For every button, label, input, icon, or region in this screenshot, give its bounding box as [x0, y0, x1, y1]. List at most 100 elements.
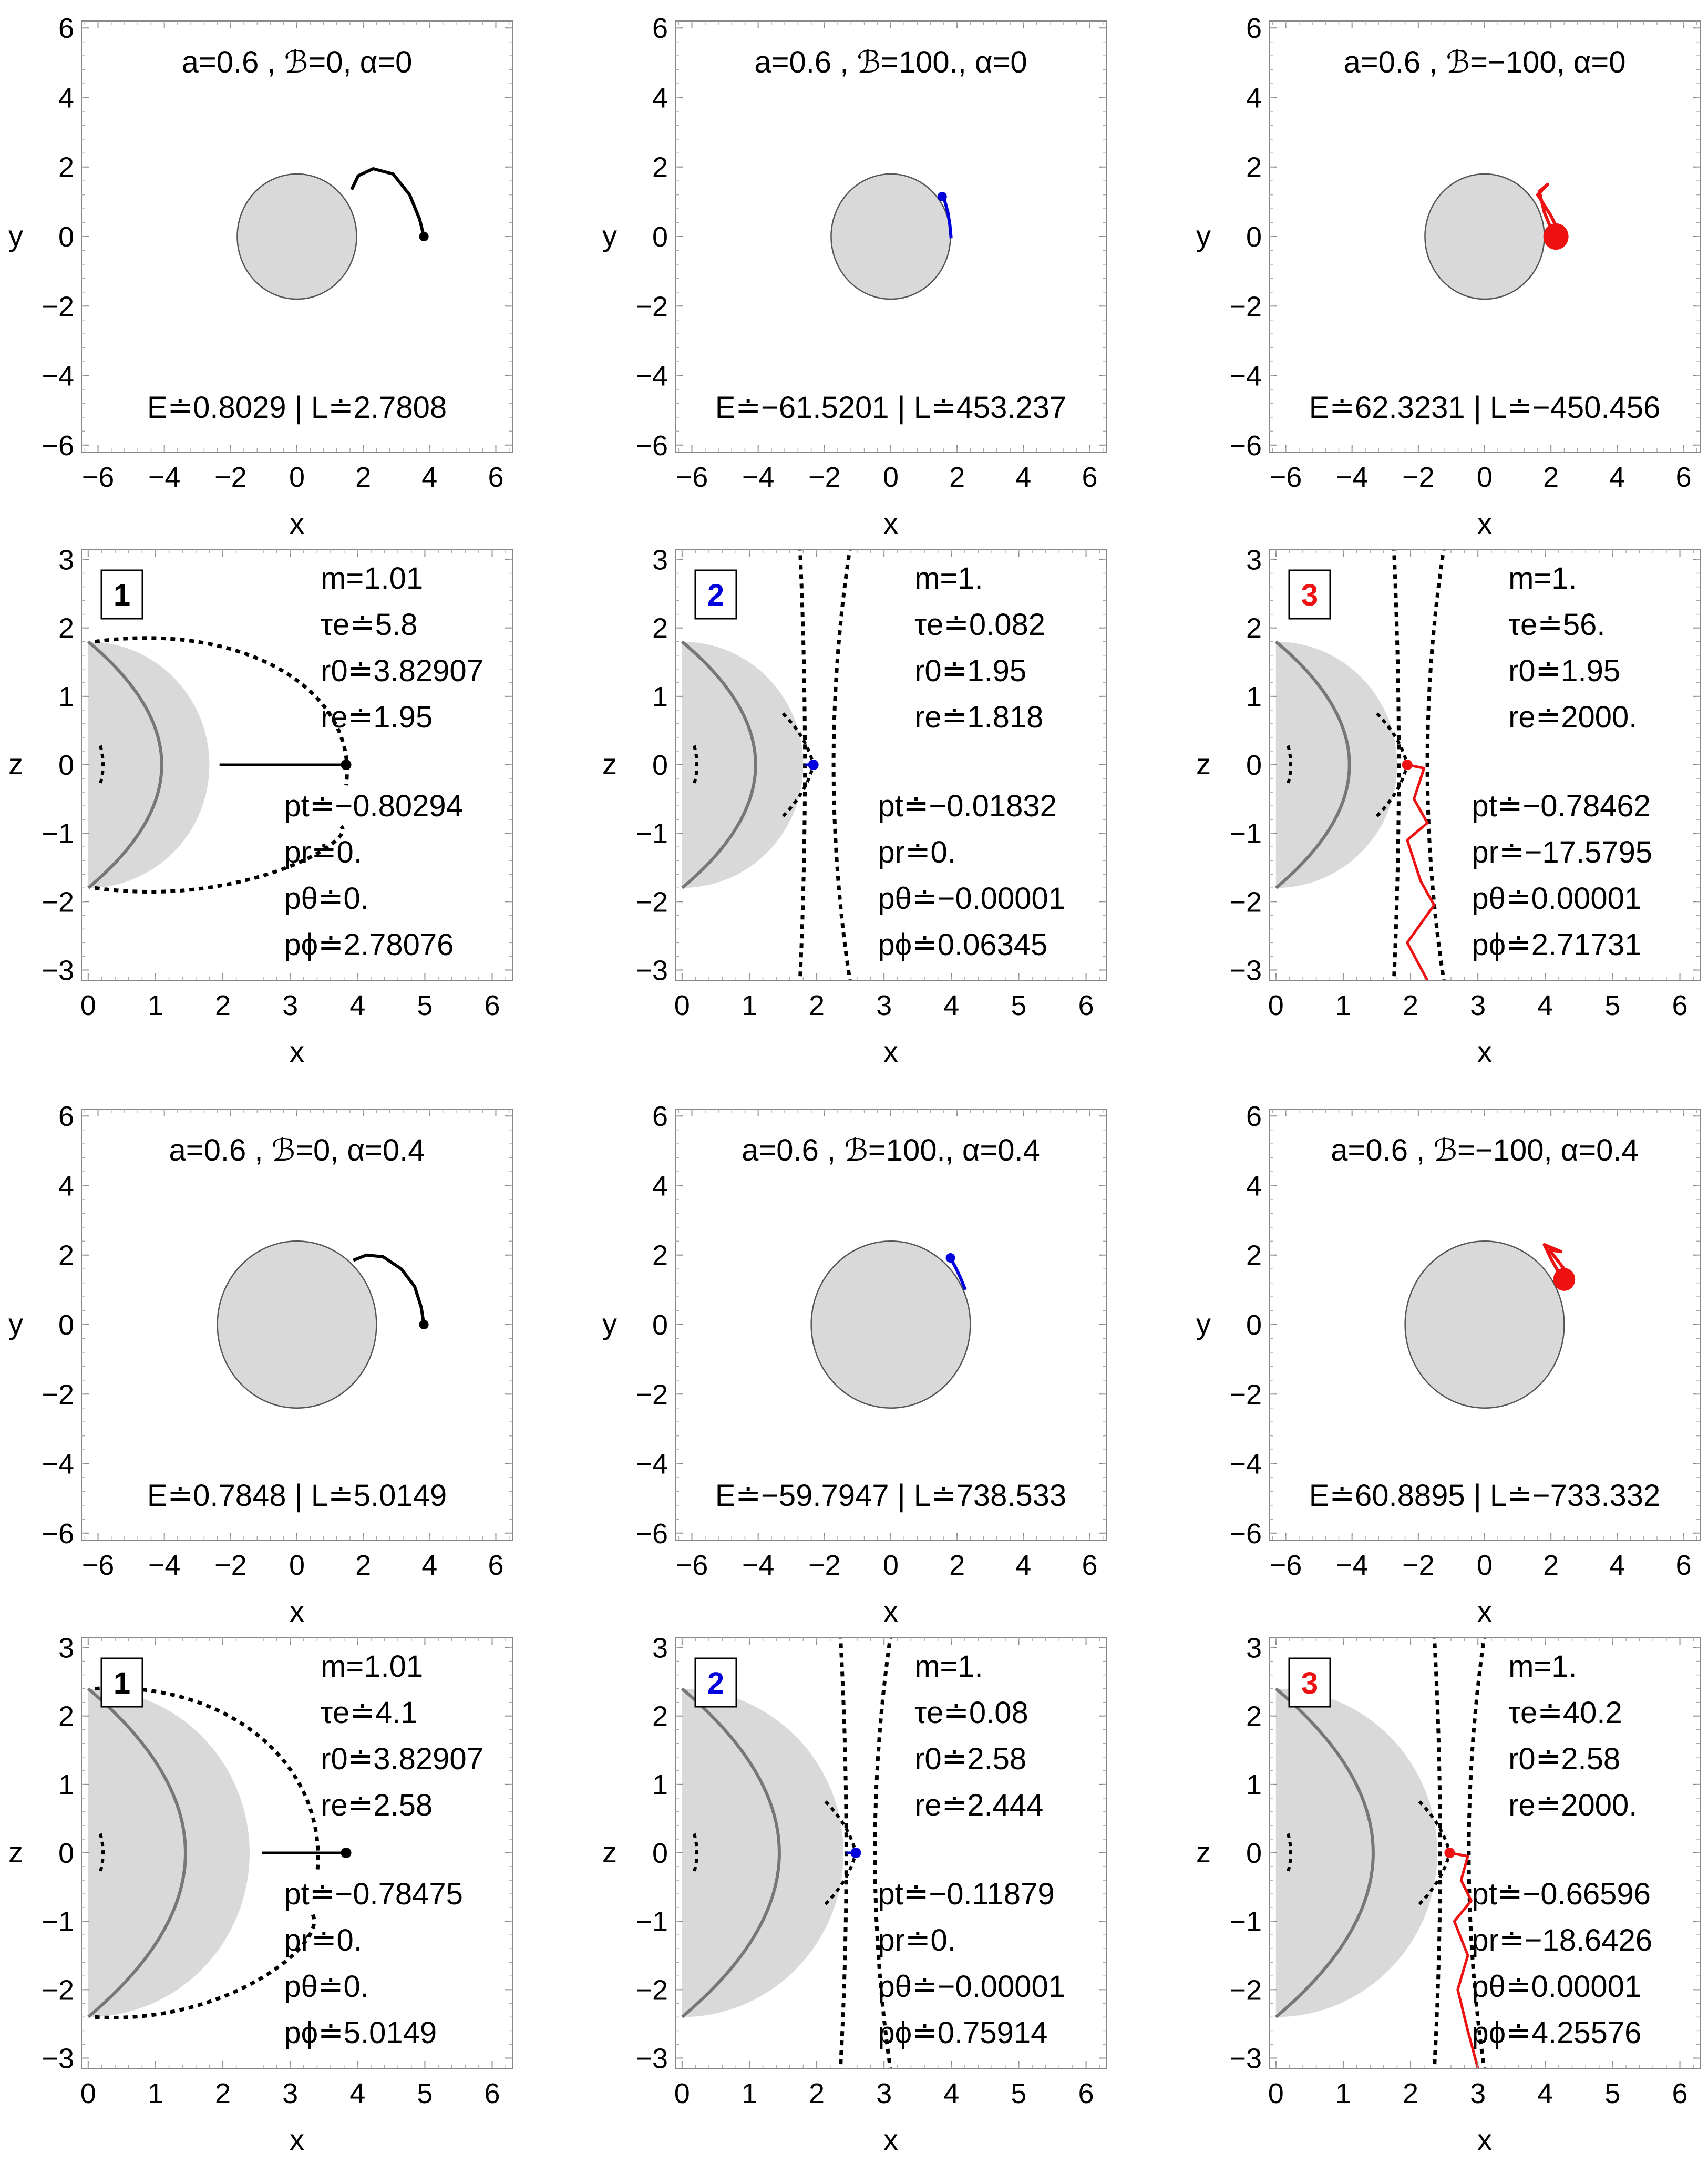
y-tick-label: 3	[1246, 545, 1262, 576]
y-axis-label: z	[1196, 1835, 1211, 1869]
y-tick-label: −3	[42, 955, 74, 986]
plot-area	[1274, 1637, 1486, 2068]
y-tick-label: 6	[652, 13, 668, 44]
boundary-channel-left	[1392, 549, 1401, 980]
boundary-short-lower	[1375, 764, 1409, 817]
y-tick-label: −2	[42, 291, 74, 322]
y-tick-label: 2	[58, 1240, 74, 1271]
x-tick-label: 2	[809, 990, 825, 1021]
boundary-short-lower	[1418, 1852, 1452, 1905]
x-tick-label: 2	[809, 2078, 825, 2109]
case-label-box	[100, 1657, 143, 1708]
case-label-box	[1288, 1657, 1331, 1708]
x-tick-label: 0	[1268, 990, 1284, 1021]
case-label-box	[100, 569, 143, 620]
y-axis-label: z	[8, 1835, 23, 1869]
inner-dashed-mark	[1286, 745, 1292, 785]
plot-area	[87, 1686, 352, 2019]
x-tick-label: −2	[1402, 462, 1435, 493]
y-tick-label: −2	[1229, 1974, 1262, 2006]
y-axis-label: z	[1196, 747, 1211, 781]
x-tick-label: 0	[80, 990, 96, 1021]
trajectory-blob	[1543, 223, 1569, 250]
x-tick-label: 4	[1537, 2078, 1553, 2109]
y-axis-label: z	[8, 747, 23, 781]
param-top-line: re≐1.818	[914, 700, 1043, 734]
inner-dashed-mark	[98, 745, 105, 785]
x-tick-label: 0	[674, 2078, 690, 2109]
x-tick-label: 6	[1078, 2078, 1094, 2109]
trajectory-start-point	[1402, 760, 1413, 770]
y-tick-label: −2	[1229, 291, 1262, 322]
y-tick-label: 1	[1246, 681, 1262, 713]
x-tick-label: 6	[1078, 990, 1094, 1021]
x-tick-label: 4	[421, 462, 437, 493]
boundary-short-upper	[824, 1800, 858, 1853]
y-tick-label: −3	[635, 955, 668, 986]
y-axis-label: y	[8, 219, 23, 252]
boundary-channel-left	[1432, 1637, 1442, 2068]
x-tick-label: −6	[82, 1550, 115, 1581]
y-tick-label: 4	[1246, 1170, 1262, 1202]
x-tick-label: 1	[742, 990, 757, 1021]
param-bottom-line: pt≐−0.66596	[1472, 1877, 1651, 1911]
param-top-line: τe≐0.082	[914, 608, 1045, 642]
x-axis-label: x	[883, 2123, 898, 2156]
y-tick-label: 2	[1246, 613, 1262, 644]
param-top-line: r0≐1.95	[1508, 654, 1620, 688]
param-bottom-line: pr≐0.	[878, 835, 956, 869]
boundary-short-lower	[781, 764, 815, 817]
param-bottom-line: pθ≐0.00001	[1472, 1970, 1641, 2004]
y-tick-label: 4	[652, 1170, 668, 1202]
x-tick-label: 2	[215, 990, 231, 1021]
x-tick-label: 3	[876, 990, 892, 1021]
y-tick-label: −6	[635, 1518, 668, 1550]
plot-area	[681, 549, 852, 980]
inner-dashed-mark	[98, 1833, 105, 1873]
x-tick-label: 1	[742, 2078, 757, 2109]
central-disk	[830, 173, 951, 300]
y-axis-label: z	[602, 1835, 617, 1869]
panel-p9: a=0.6 , ℬ=−100, α=0.4 E≐60.8895 | L≐−733.…	[1196, 1101, 1701, 1628]
y-tick-label: −2	[635, 291, 668, 322]
param-bottom-line: pϕ≐2.71731	[1472, 928, 1641, 962]
y-tick-label: −6	[1229, 1518, 1262, 1550]
y-tick-label: −3	[1229, 2043, 1262, 2074]
x-tick-label: 4	[943, 990, 959, 1021]
x-tick-label: −2	[808, 1550, 841, 1581]
horizon-arc	[1274, 640, 1351, 889]
y-tick-label: 3	[652, 545, 668, 576]
panel-energy-footer: E≐60.8895 | L≐−733.332	[1309, 1479, 1661, 1513]
x-tick-label: 6	[1672, 2078, 1688, 2109]
panel-p5: 2 m=1. τe≐0.082 r0≐1.95 re≐1.818 pt≐−0.01832 p…	[602, 545, 1107, 1068]
central-disk	[1404, 1240, 1565, 1409]
y-tick-label: −3	[42, 2043, 74, 2074]
horizon-arc	[681, 640, 757, 889]
y-tick-label: 3	[58, 545, 74, 576]
y-tick-label: −6	[42, 1518, 74, 1550]
inner-dashed-mark	[1286, 1833, 1292, 1873]
y-tick-label: 0	[1246, 1838, 1262, 1869]
y-tick-label: −2	[635, 1974, 668, 2006]
panel-title: a=0.6 , ℬ=100., α=0.4	[742, 1133, 1040, 1167]
boundary-short-lower	[824, 1852, 858, 1905]
trajectory-start-point	[341, 1848, 352, 1858]
x-tick-label: 2	[1543, 1550, 1559, 1581]
y-tick-label: 1	[58, 1769, 74, 1801]
trajectory-line	[1449, 1851, 1479, 2068]
param-top-line: m=1.	[1508, 1649, 1577, 1684]
x-axis-label: x	[883, 1035, 898, 1068]
boundary-lobe-lower	[95, 825, 345, 894]
x-tick-label: 6	[1672, 990, 1688, 1021]
x-tick-label: 3	[282, 2078, 298, 2109]
trajectory-start-point	[945, 1253, 955, 1263]
y-tick-label: 2	[652, 1240, 668, 1271]
param-bottom-line: pt≐−0.78462	[1472, 789, 1651, 823]
param-top-line: τe≐4.1	[321, 1696, 417, 1730]
y-tick-label: 0	[58, 750, 74, 781]
trajectory-start-point	[850, 1848, 861, 1858]
param-bottom-line: pt≐−0.78475	[284, 1877, 463, 1911]
y-tick-label: 2	[652, 1701, 668, 1732]
y-tick-label: 0	[1246, 1309, 1262, 1341]
y-tick-label: 1	[652, 681, 668, 713]
